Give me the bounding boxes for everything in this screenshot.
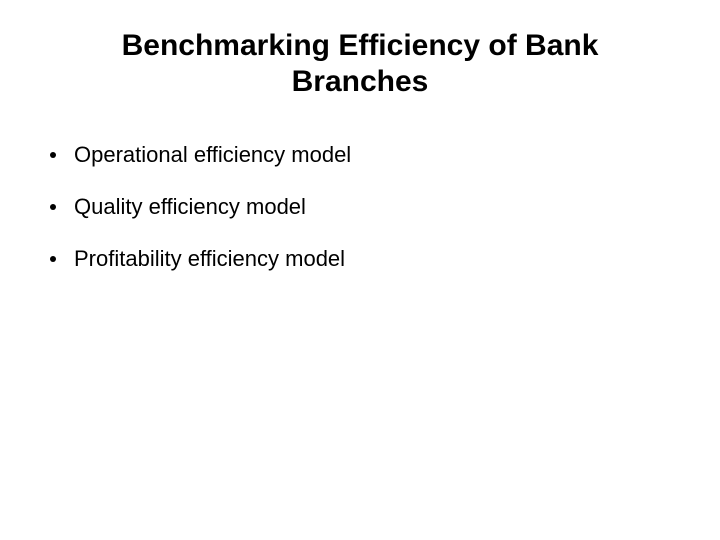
bullet-marker-icon [50,256,56,262]
bullet-marker-icon [50,204,56,210]
bullet-text: Operational efficiency model [74,142,351,168]
slide-container: Benchmarking Efficiency of Bank Branches… [0,0,720,540]
bullet-item: Operational efficiency model [50,142,690,168]
bullet-text: Quality efficiency model [74,194,306,220]
bullet-marker-icon [50,152,56,158]
bullet-item: Quality efficiency model [50,194,690,220]
slide-title: Benchmarking Efficiency of Bank Branches [30,28,690,100]
bullet-text: Profitability efficiency model [74,246,345,272]
bullet-list: Operational efficiency model Quality eff… [30,142,690,272]
bullet-item: Profitability efficiency model [50,246,690,272]
